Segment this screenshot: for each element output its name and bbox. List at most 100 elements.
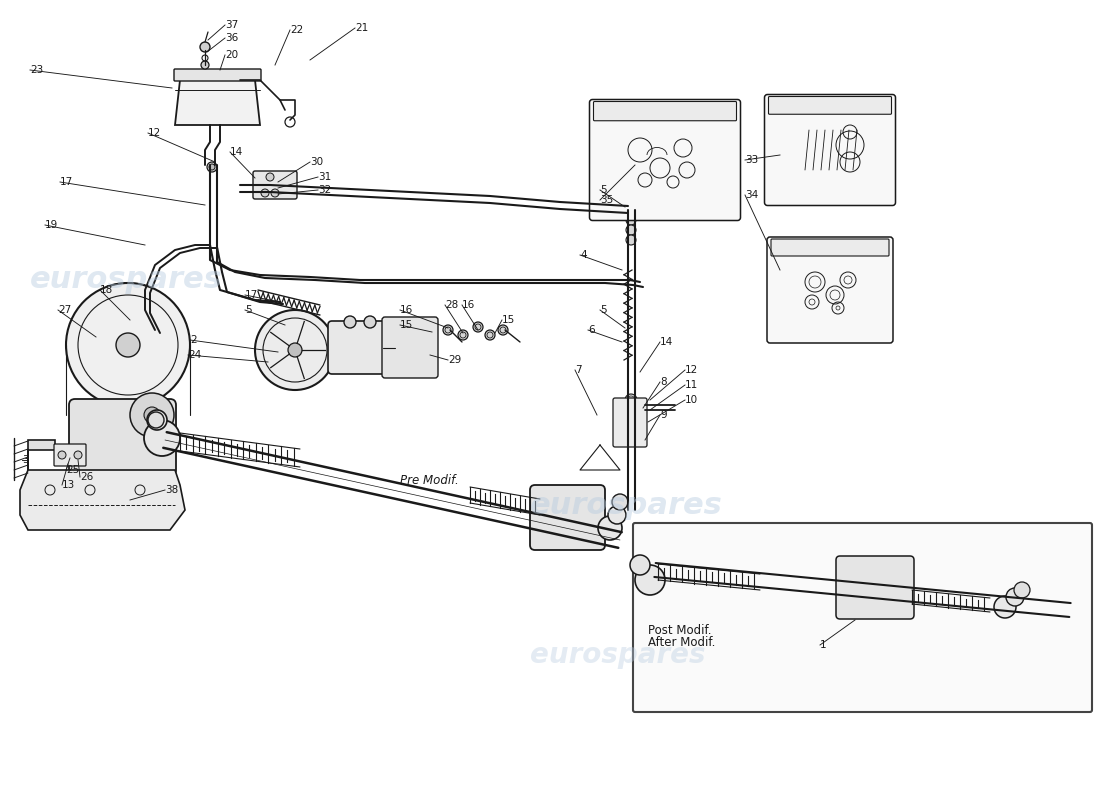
Circle shape [630, 555, 650, 575]
Circle shape [498, 325, 508, 335]
Text: 19: 19 [45, 220, 58, 230]
FancyBboxPatch shape [328, 321, 390, 374]
Circle shape [473, 322, 483, 332]
Text: 20: 20 [226, 50, 238, 60]
Circle shape [485, 330, 495, 340]
Text: 1: 1 [820, 640, 826, 650]
Text: 32: 32 [318, 185, 331, 195]
Text: 3: 3 [22, 455, 29, 465]
FancyBboxPatch shape [632, 523, 1092, 712]
Text: eurospares: eurospares [30, 266, 222, 294]
Text: 28: 28 [446, 300, 459, 310]
Text: 12: 12 [685, 365, 698, 375]
Circle shape [144, 420, 180, 456]
FancyBboxPatch shape [771, 239, 889, 256]
Text: Pre Modif.: Pre Modif. [400, 474, 459, 486]
Circle shape [207, 162, 217, 172]
Circle shape [626, 405, 636, 415]
Text: 14: 14 [230, 147, 243, 157]
FancyBboxPatch shape [382, 317, 438, 378]
Circle shape [626, 215, 636, 225]
Text: 29: 29 [448, 355, 461, 365]
Text: 33: 33 [745, 155, 758, 165]
Circle shape [201, 61, 209, 69]
Text: Post Modif.: Post Modif. [648, 623, 712, 637]
Circle shape [625, 394, 637, 406]
Circle shape [598, 516, 622, 540]
Text: 13: 13 [62, 480, 75, 490]
Circle shape [626, 235, 636, 245]
Circle shape [344, 316, 356, 328]
Text: 5: 5 [600, 305, 606, 315]
FancyBboxPatch shape [590, 99, 740, 221]
Text: 17: 17 [245, 290, 258, 300]
Circle shape [635, 565, 666, 595]
Text: 30: 30 [310, 157, 323, 167]
FancyBboxPatch shape [769, 97, 891, 114]
Circle shape [255, 310, 336, 390]
Text: 18: 18 [100, 285, 113, 295]
FancyBboxPatch shape [253, 171, 297, 199]
Circle shape [608, 506, 626, 524]
Circle shape [271, 189, 279, 197]
Text: 15: 15 [400, 320, 414, 330]
Text: 26: 26 [80, 472, 94, 482]
Text: 9: 9 [660, 410, 667, 420]
Text: 10: 10 [685, 395, 698, 405]
Text: 7: 7 [575, 365, 582, 375]
Polygon shape [20, 470, 185, 530]
FancyBboxPatch shape [594, 102, 737, 121]
Circle shape [66, 283, 190, 407]
FancyBboxPatch shape [764, 94, 895, 206]
Circle shape [144, 407, 159, 423]
Circle shape [148, 412, 164, 428]
Circle shape [458, 330, 468, 340]
Circle shape [626, 225, 636, 235]
Text: 4: 4 [580, 250, 586, 260]
Circle shape [1014, 582, 1030, 598]
Circle shape [261, 189, 270, 197]
Text: After Modif.: After Modif. [648, 635, 715, 649]
Circle shape [612, 494, 628, 510]
Polygon shape [175, 80, 260, 125]
Text: 16: 16 [462, 300, 475, 310]
Circle shape [288, 343, 302, 357]
Text: 16: 16 [400, 305, 414, 315]
Text: 35: 35 [600, 195, 614, 205]
Text: eurospares: eurospares [530, 641, 705, 669]
Text: 23: 23 [30, 65, 43, 75]
Circle shape [994, 596, 1016, 618]
Circle shape [364, 316, 376, 328]
Text: 2: 2 [190, 335, 197, 345]
Circle shape [266, 173, 274, 181]
FancyBboxPatch shape [613, 398, 647, 447]
Text: 27: 27 [58, 305, 72, 315]
FancyBboxPatch shape [174, 69, 261, 81]
Polygon shape [28, 440, 55, 480]
Text: 6: 6 [588, 325, 595, 335]
Text: 11: 11 [685, 380, 698, 390]
Text: 37: 37 [226, 20, 239, 30]
Text: 12: 12 [148, 128, 162, 138]
Circle shape [626, 417, 636, 427]
Circle shape [74, 451, 82, 459]
Text: 36: 36 [226, 33, 239, 43]
Text: 14: 14 [660, 337, 673, 347]
FancyBboxPatch shape [836, 556, 914, 619]
FancyBboxPatch shape [69, 399, 176, 476]
Circle shape [209, 164, 214, 170]
Circle shape [1006, 588, 1024, 606]
FancyBboxPatch shape [530, 485, 605, 550]
Text: 5: 5 [600, 185, 606, 195]
Circle shape [130, 393, 174, 437]
Text: 21: 21 [355, 23, 368, 33]
Circle shape [116, 333, 140, 357]
Text: 8: 8 [660, 377, 667, 387]
Text: 24: 24 [188, 350, 201, 360]
Text: 22: 22 [290, 25, 304, 35]
Text: 5: 5 [245, 305, 252, 315]
Circle shape [200, 42, 210, 52]
Text: 38: 38 [165, 485, 178, 495]
Circle shape [147, 410, 167, 430]
FancyBboxPatch shape [54, 444, 86, 466]
